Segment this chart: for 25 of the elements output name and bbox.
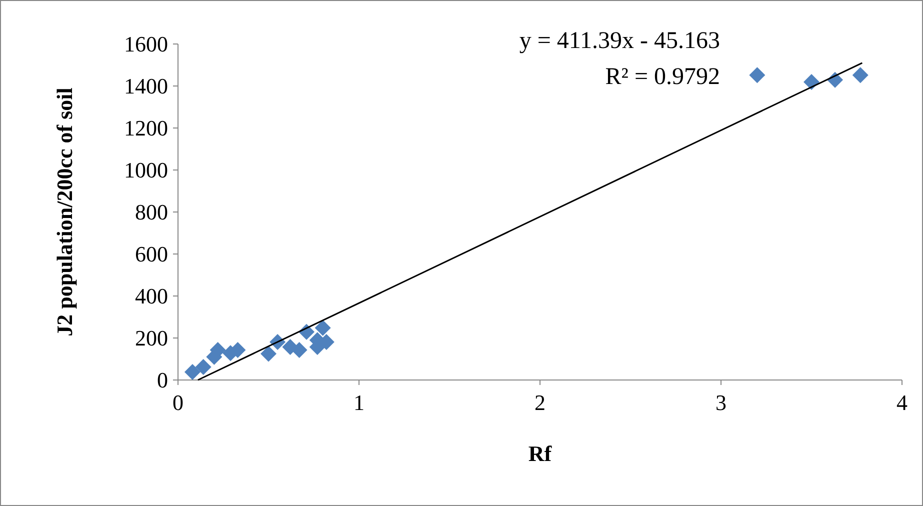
y-tick-label: 1400 [124, 74, 168, 99]
point [314, 320, 331, 336]
y-tick-label: 200 [135, 326, 168, 351]
x-tick-label: 1 [354, 390, 364, 415]
point [852, 67, 868, 84]
y-tick-label: 800 [135, 200, 168, 225]
x-tick-label: 2 [534, 390, 546, 415]
y-axis-title: J2 population/200cc of soil [52, 88, 77, 336]
annotation: y = 411.39x - 45.163 [519, 28, 720, 54]
point [184, 364, 200, 380]
point [260, 346, 276, 362]
y-tick-label: 1200 [124, 116, 168, 141]
point [749, 67, 766, 84]
point [195, 358, 212, 375]
x-tick-label: 4 [896, 390, 908, 415]
point [291, 342, 308, 358]
x-tick-label: 3 [716, 390, 726, 415]
y-tick-label: 400 [135, 284, 168, 309]
x-axis-title: Rf [528, 441, 552, 466]
y-tick-label: 1000 [124, 158, 168, 183]
annotation: R² = 0.9792 [605, 64, 720, 90]
x-tick-label: 0 [172, 390, 184, 415]
y-tick-label: 1600 [124, 32, 168, 57]
y-tick-label: 0 [157, 368, 168, 393]
y-tick-label: 600 [135, 242, 168, 267]
